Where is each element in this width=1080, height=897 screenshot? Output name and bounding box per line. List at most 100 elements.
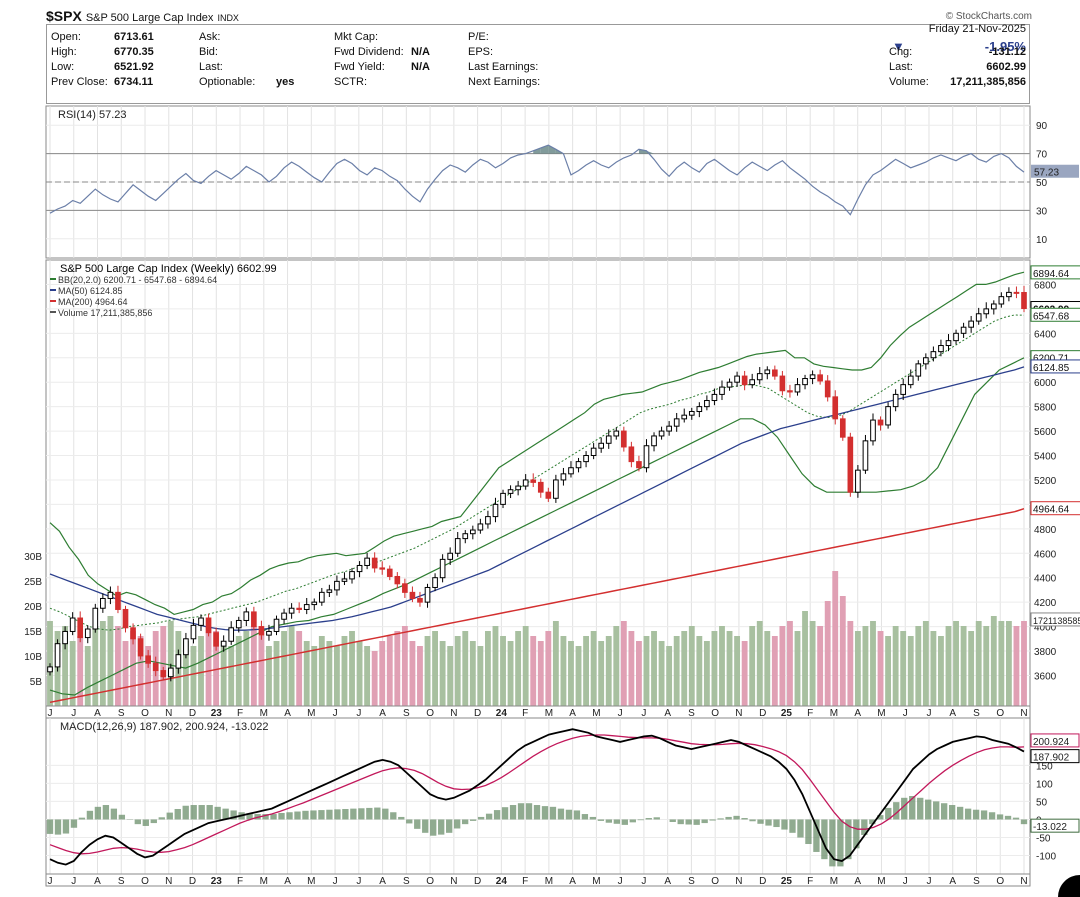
candle-body: [364, 557, 370, 566]
macd-histogram-bar: [549, 806, 557, 820]
macd-histogram-bar: [110, 808, 118, 820]
rsi-overbought-fill: [548, 145, 556, 154]
candle-body: [432, 577, 438, 588]
candle-body: [273, 618, 280, 632]
rsi-tick-label: 90: [1036, 121, 1048, 132]
candle-body: [998, 296, 1005, 305]
price-value-tag-label: 4964.64: [1033, 505, 1070, 516]
macd-value-tag: [1030, 749, 1080, 764]
candle-body: [741, 375, 748, 386]
x-axis-label: J: [926, 876, 931, 887]
candle-body: [107, 591, 114, 599]
quote-value: 6713.61: [114, 31, 154, 43]
volume-bar: [658, 641, 665, 706]
candle-body: [296, 607, 302, 610]
x-axis-label: 25: [781, 708, 793, 719]
candle-body: [817, 374, 823, 382]
volume-bar: [258, 636, 265, 706]
x-axis-band: [45, 873, 1031, 887]
candle-body: [266, 630, 272, 636]
volume-bar: [666, 646, 673, 706]
macd-histogram-bar: [541, 806, 549, 820]
x-axis-label: S: [118, 876, 125, 887]
x-axis-label: O: [141, 876, 149, 887]
macd-histogram-bar: [182, 805, 189, 820]
candle-body: [824, 380, 831, 398]
candle-body: [651, 435, 657, 447]
macd-histogram-bar: [717, 818, 724, 820]
x-axis-label: N: [735, 876, 742, 887]
volume-bar: [364, 646, 371, 706]
x-axis-label: J: [641, 876, 646, 887]
macd-histogram-bar: [382, 808, 389, 820]
macd-histogram-bar: [861, 819, 868, 835]
x-axis-label: D: [189, 708, 196, 719]
x-axis-label: N: [450, 876, 457, 887]
macd-histogram-bar: [613, 819, 621, 824]
price-legend-item: MA(200) 4964.64: [58, 297, 128, 307]
candle-body: [885, 406, 891, 426]
candle-body: [953, 332, 959, 342]
candle-body: [832, 396, 839, 420]
x-axis-label: S: [973, 876, 980, 887]
candle-body: [787, 390, 793, 393]
stockcharts-logo[interactable]: © StockCharts.com: [945, 11, 1032, 22]
rsi-last-label: 57.23: [1034, 168, 1059, 179]
macd-histogram-bar: [461, 819, 469, 825]
macd-histogram-bar: [62, 819, 70, 834]
quote-value: 17,211,385,856: [950, 76, 1026, 88]
macd-histogram-bar: [398, 816, 405, 820]
candle-body: [673, 418, 680, 427]
quote-label: Optionable:: [199, 76, 256, 88]
quote-value: 6734.11: [114, 76, 154, 88]
macd-histogram-bar: [214, 806, 221, 820]
candle-body: [220, 640, 227, 647]
volume-bar: [432, 631, 438, 706]
macd-line: [49, 728, 1025, 866]
rsi-last-tag: [1031, 164, 1079, 178]
macd-histogram-bar: [430, 819, 437, 836]
macd-histogram-bar: [134, 819, 141, 825]
macd-histogram-bar: [940, 803, 948, 820]
volume-bar: [998, 621, 1005, 706]
macd-histogram-bar: [901, 797, 908, 820]
macd-histogram-bar: [637, 819, 644, 821]
volume-bar: [711, 631, 718, 706]
quote-value: yes: [276, 76, 295, 88]
volume-bar: [575, 646, 582, 706]
volume-bar: [167, 621, 174, 706]
x-axis-label: O: [996, 708, 1004, 719]
candle-body: [726, 381, 733, 388]
macd-histogram-bar: [414, 819, 421, 829]
macd-histogram-bar: [980, 810, 988, 820]
x-axis-label: M: [830, 708, 838, 719]
volume-bar: [560, 636, 567, 706]
price-value-tag: [1030, 359, 1080, 374]
x-axis-label: 24: [496, 708, 508, 719]
volume-bar: [515, 631, 522, 706]
x-axis-label: O: [426, 876, 434, 887]
x-axis-label: J: [356, 708, 361, 719]
quote-label: Prev Close:: [51, 76, 108, 88]
quote-label: Ask:: [199, 31, 221, 43]
candle-body: [794, 384, 801, 393]
candle-body: [666, 425, 672, 432]
macd-histogram-bar: [781, 819, 788, 830]
macd-histogram-bar: [956, 806, 964, 820]
macd-signal-line: [49, 734, 1025, 855]
rsi-line: [49, 144, 1025, 216]
macd-histogram-bar: [166, 812, 173, 820]
volume-value-tag: [1030, 612, 1080, 627]
volume-bar: [892, 626, 899, 706]
macd-panel: [45, 717, 1031, 875]
volume-bar: [771, 636, 778, 706]
volume-bar: [552, 621, 559, 706]
volume-bar: [628, 631, 635, 706]
volume-bar: [243, 631, 250, 706]
volume-tick-label: 10B: [24, 652, 42, 663]
price-tick-label: 5600: [1034, 427, 1057, 438]
price-tick-label: 6400: [1034, 329, 1057, 340]
candle-body: [341, 578, 348, 582]
candle-body: [394, 575, 401, 585]
candle-body: [447, 552, 453, 560]
